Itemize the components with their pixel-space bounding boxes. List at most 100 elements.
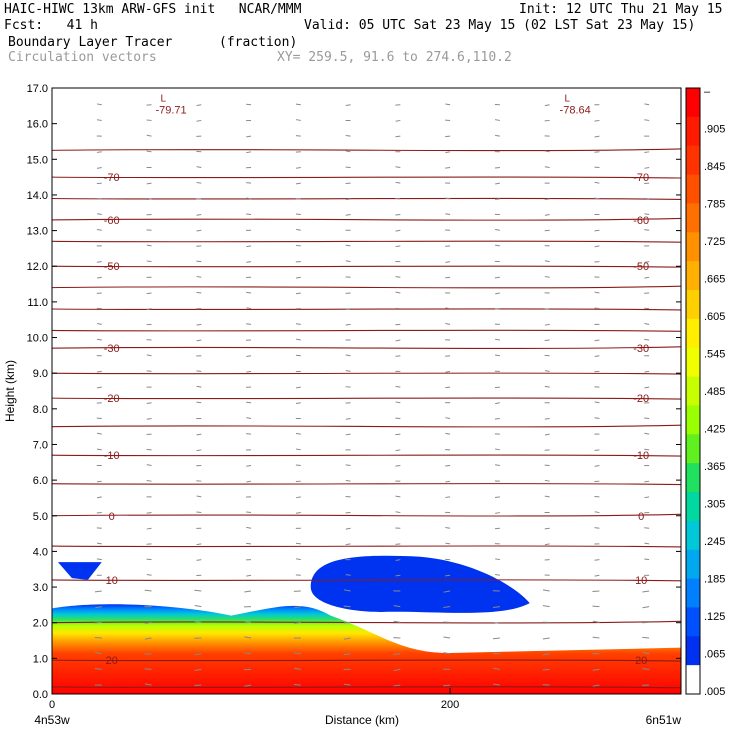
wind-vector	[144, 589, 152, 592]
wind-vector	[495, 448, 500, 451]
wind-vector	[345, 479, 351, 482]
wind-vector	[96, 542, 102, 545]
wind-vector	[542, 637, 550, 640]
field-name: Boundary Layer Tracer	[8, 35, 173, 50]
wind-vector	[194, 604, 202, 608]
wind-vector	[445, 166, 451, 169]
cross-section-coords: XY= 259.5, 91.6 to 274.6,110.2	[277, 50, 512, 65]
wind-vector	[95, 606, 102, 609]
contour-line	[52, 579, 681, 582]
wind-vector	[644, 496, 650, 499]
wind-vector	[494, 308, 500, 310]
wind-vector	[96, 276, 102, 279]
wind-vector	[644, 448, 650, 451]
plot-frame	[51, 87, 682, 695]
wind-vector	[146, 150, 152, 153]
wind-vector	[594, 135, 600, 138]
wind-vector	[393, 684, 401, 687]
wind-vector	[592, 605, 600, 608]
low-value: -79.71	[155, 104, 186, 116]
colorbar-swatch	[686, 434, 700, 464]
small-tracer-patch	[57, 562, 102, 580]
wind-vector	[395, 355, 401, 357]
wind-vector	[642, 606, 650, 609]
wind-vector	[246, 480, 252, 483]
wind-vector	[95, 652, 102, 655]
colorbar-label: .365	[704, 461, 725, 473]
wind-vector	[295, 512, 301, 514]
wind-vector	[194, 621, 202, 623]
wind-vector	[493, 667, 500, 670]
wind-vector	[642, 652, 650, 655]
wind-vector	[295, 323, 301, 325]
wind-vector	[246, 417, 252, 419]
elevated-tracer-patch	[310, 555, 530, 613]
wind-vector	[492, 637, 500, 640]
wind-vector	[196, 104, 202, 106]
y-tick-label: 12.0	[27, 261, 48, 273]
colorbar-label: .605	[704, 311, 725, 323]
wind-vector	[296, 558, 301, 561]
wind-vector	[495, 464, 500, 466]
wind-vector	[146, 292, 152, 295]
wind-vector	[96, 448, 102, 451]
wind-vector	[443, 684, 451, 687]
wind-vector	[146, 354, 152, 357]
wind-vector	[196, 449, 202, 452]
wind-vector	[594, 181, 600, 184]
contour-line	[52, 346, 681, 350]
wind-vector	[542, 653, 550, 656]
wind-vector	[196, 385, 202, 388]
wind-vector	[144, 621, 152, 624]
wind-vector	[246, 213, 252, 216]
wind-vector	[495, 574, 500, 576]
wind-vector	[594, 401, 600, 404]
wind-vector	[445, 307, 451, 310]
wind-vector	[96, 338, 102, 341]
wind-vector	[494, 166, 500, 169]
y-tick-label: 5.0	[33, 511, 48, 523]
x-left-location: 4n53w	[34, 713, 70, 727]
contour-line	[52, 545, 681, 548]
colorbar-label: .305	[704, 499, 725, 511]
contour-label: -10	[104, 450, 120, 462]
wind-vector	[295, 402, 301, 404]
wind-vector	[395, 511, 401, 514]
contour-label: 20	[106, 655, 118, 667]
wind-vector	[296, 448, 301, 451]
wind-vector	[594, 449, 600, 451]
wind-vector	[94, 667, 102, 670]
contour-label: -10	[633, 450, 649, 462]
contour-label: -60	[104, 215, 120, 227]
contour-label: -70	[104, 172, 120, 184]
wind-vector	[246, 355, 252, 357]
wind-vector	[144, 637, 152, 640]
wind-vector	[293, 652, 301, 655]
wind-vector	[495, 228, 500, 231]
wind-vector	[644, 322, 650, 325]
wind-vector	[443, 606, 451, 608]
wind-vector	[196, 339, 202, 342]
wind-vector	[592, 668, 600, 671]
colorbar-swatch	[686, 578, 700, 608]
wind-vector	[246, 370, 252, 373]
colorbar-swatch	[686, 290, 700, 320]
wind-vector	[196, 543, 202, 546]
wind-vector	[445, 526, 451, 529]
wind-vector	[246, 323, 252, 325]
wind-vector	[146, 260, 152, 263]
wind-vector	[96, 370, 102, 373]
wind-vector	[196, 323, 202, 326]
colorbar-swatch	[686, 318, 700, 349]
wind-vector	[395, 245, 401, 248]
colorbar-swatch	[686, 88, 700, 118]
wind-vector	[594, 574, 600, 577]
wind-vector	[244, 636, 252, 639]
wind-vector	[295, 103, 301, 106]
colorbar-label: .485	[704, 386, 725, 398]
wind-vector	[246, 135, 252, 138]
contour-line	[52, 240, 681, 243]
wind-vector	[194, 668, 202, 671]
wind-vector	[343, 589, 351, 592]
wind-vector	[594, 339, 600, 342]
